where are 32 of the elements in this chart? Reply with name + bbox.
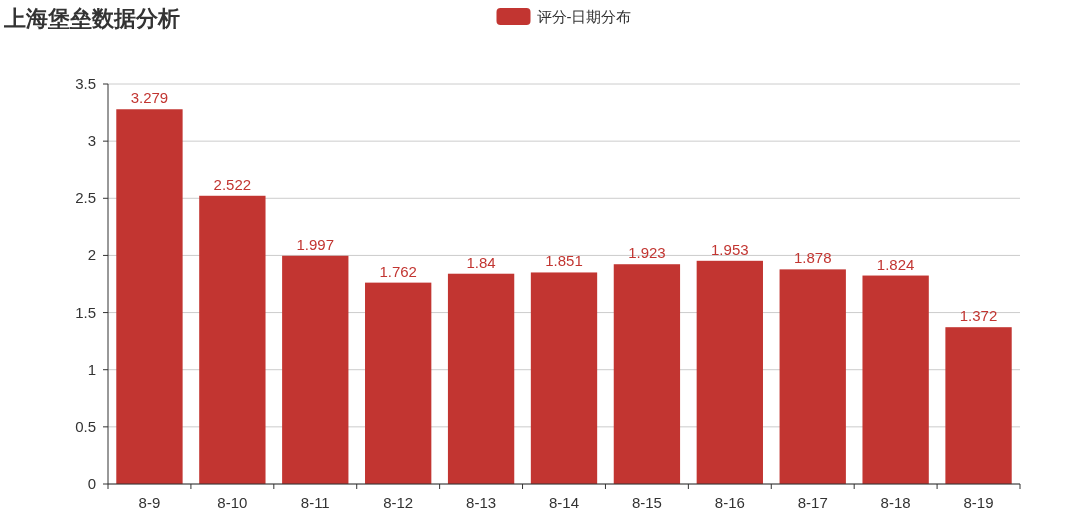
data-label: 1.997 [296,235,335,253]
ytick-label: 1 [87,360,96,378]
xtick-label: 8-19 [963,494,994,511]
xtick-label: 8-9 [138,494,161,511]
ytick-label: 3 [87,132,96,150]
ytick-label: 1.5 [75,303,96,321]
title: 上海堡垒数据分析 [4,6,180,31]
ytick-label: 3.5 [75,75,96,92]
data-label: 1.762 [379,262,417,280]
xtick-label: 8-17 [797,494,828,511]
data-label: 1.372 [959,307,998,325]
xtick-label: 8-14 [549,494,579,511]
ytick-label: 2.5 [75,189,96,207]
data-label: 1.824 [876,255,915,273]
data-label: 1.851 [545,252,583,270]
data-label: 3.279 [130,89,169,107]
ytick-label: 2 [87,246,96,264]
legend-label: 评分-日期分布 [536,8,632,25]
data-label: 2.522 [213,175,252,193]
data-label: 1.84 [466,253,496,271]
data-label: 1.878 [793,249,832,267]
ytick-label: 0 [87,475,96,492]
xtick-label: 8-16 [714,494,745,511]
xtick-label: 8-15 [631,494,662,511]
ytick-label: 0.5 [75,417,96,435]
xtick-label: 8-10 [217,494,248,511]
data-label: 1.953 [711,240,749,258]
xtick-label: 8-11 [300,494,330,511]
xtick-label: 8-18 [880,494,911,511]
xtick-label: 8-13 [466,494,497,511]
xtick-label: 8-12 [383,494,414,511]
data-label: 1.923 [628,244,666,262]
